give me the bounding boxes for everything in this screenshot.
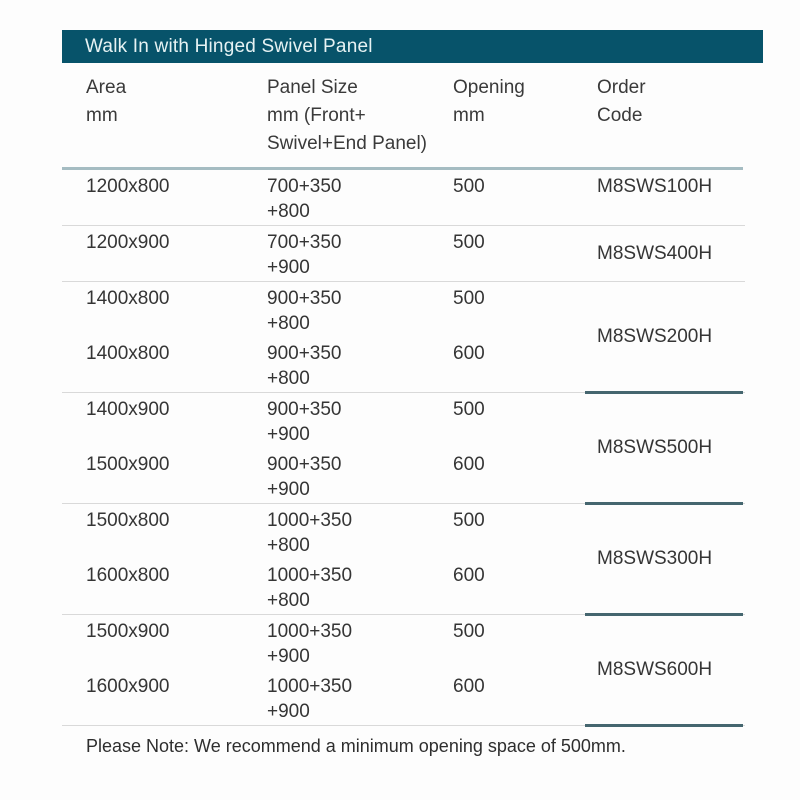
order-code: M8SWS600H <box>597 659 713 680</box>
table-row: 1400x900 900+350 +900 500 <box>62 393 745 448</box>
table-row-group: 1500x800 1000+350 +800 500 1600x800 1000+350… <box>62 504 745 616</box>
area-cell: 1600x900 <box>86 676 170 697</box>
table-row: 1200x800 700+350 +800 500 <box>62 170 745 225</box>
area-cell: 1400x800 <box>86 288 170 309</box>
panel-size-cell: 700+350 +800 <box>267 176 342 222</box>
table-row-group: 1200x900 700+350 +900 500 M8SWS400H <box>62 226 745 282</box>
area-cell: 1500x900 <box>86 621 170 642</box>
order-code: M8SWS100H <box>597 176 713 197</box>
area-cell: 1400x900 <box>86 399 170 420</box>
area-cell: 1200x900 <box>86 232 170 253</box>
table-title-bar: Walk In with Hinged Swivel Panel <box>62 30 763 63</box>
area-cell: 1400x800 <box>86 343 170 364</box>
column-header-0: Area mm <box>86 77 127 126</box>
table-row-group: 1500x900 1000+350 +900 500 1600x900 1000+350… <box>62 615 745 727</box>
opening-cell: 500 <box>453 288 485 309</box>
order-code-spacer <box>597 674 745 724</box>
area-cell: 1500x800 <box>86 510 170 531</box>
table-row: 1600x800 1000+350 +800 600 <box>62 559 745 614</box>
order-code-underline <box>585 502 743 505</box>
opening-cell: 600 <box>453 676 485 697</box>
table-row: 1400x800 900+350 +800 500 <box>62 282 745 337</box>
table-body: 1200x800 700+350 +800 500 M8SWS100H 1200x900… <box>62 170 745 727</box>
panel-size-cell: 900+350 +800 <box>267 343 342 389</box>
note-text: Please Note: We recommend a minimum open… <box>86 736 626 756</box>
header-divider <box>62 167 743 170</box>
opening-cell: 500 <box>453 399 485 420</box>
table-row-group: 1400x800 900+350 +800 500 1400x800 900+350 +… <box>62 282 745 394</box>
table-title: Walk In with Hinged Swivel Panel <box>85 35 373 57</box>
panel-size-cell: 1000+350 +800 <box>267 510 353 556</box>
area-cell: 1200x800 <box>86 176 170 197</box>
opening-cell: 500 <box>453 232 485 253</box>
opening-cell: 500 <box>453 510 485 531</box>
column-header-1: Panel Size mm (Front+ Swivel+End Panel) <box>267 77 428 154</box>
panel-size-cell: 900+350 +800 <box>267 288 342 334</box>
table-row: 1500x900 1000+350 +900 500 <box>62 615 745 670</box>
table-row: 1400x800 900+350 +800 600 <box>62 337 745 392</box>
panel-size-cell: 900+350 +900 <box>267 454 342 500</box>
order-code: M8SWS500H <box>597 437 713 458</box>
opening-cell: 600 <box>453 343 485 364</box>
panel-size-cell: 1000+350 +900 <box>267 676 353 722</box>
column-header-3: Order Code <box>597 77 646 126</box>
opening-cell: 500 <box>453 621 485 642</box>
table-row-group: 1200x800 700+350 +800 500 M8SWS100H <box>62 170 745 226</box>
panel-size-cell: 700+350 +900 <box>267 232 342 278</box>
table-row-group: 1400x900 900+350 +900 500 1500x900 900+350 +… <box>62 393 745 505</box>
order-code-spacer <box>597 563 745 613</box>
opening-cell: 500 <box>453 176 485 197</box>
panel-size-cell: 1000+350 +900 <box>267 621 353 667</box>
order-code: M8SWS400H <box>597 242 713 264</box>
area-cell: 1500x900 <box>86 454 170 475</box>
area-cell: 1600x800 <box>86 565 170 586</box>
table-row: 1500x900 900+350 +900 600 <box>62 448 745 503</box>
table-row: 1500x800 1000+350 +800 500 <box>62 504 745 559</box>
order-code-underline <box>585 391 743 394</box>
table-row: 1200x900 700+350 +900 500 <box>62 226 745 281</box>
order-code-underline <box>585 613 743 616</box>
order-code: M8SWS200H <box>597 326 713 347</box>
opening-cell: 600 <box>453 454 485 475</box>
order-code-spacer <box>597 452 745 502</box>
order-code: M8SWS300H <box>597 548 713 569</box>
opening-cell: 600 <box>453 565 485 586</box>
panel-size-cell: 1000+350 +800 <box>267 565 353 611</box>
column-header-2: Opening mm <box>453 77 525 126</box>
panel-size-cell: 900+350 +900 <box>267 399 342 445</box>
order-code-underline <box>585 724 743 727</box>
order-code-spacer <box>597 341 745 391</box>
column-headers: Area mm Panel Size mm (Front+ Swivel+End … <box>62 74 745 167</box>
table-row: 1600x900 1000+350 +900 600 <box>62 670 745 725</box>
